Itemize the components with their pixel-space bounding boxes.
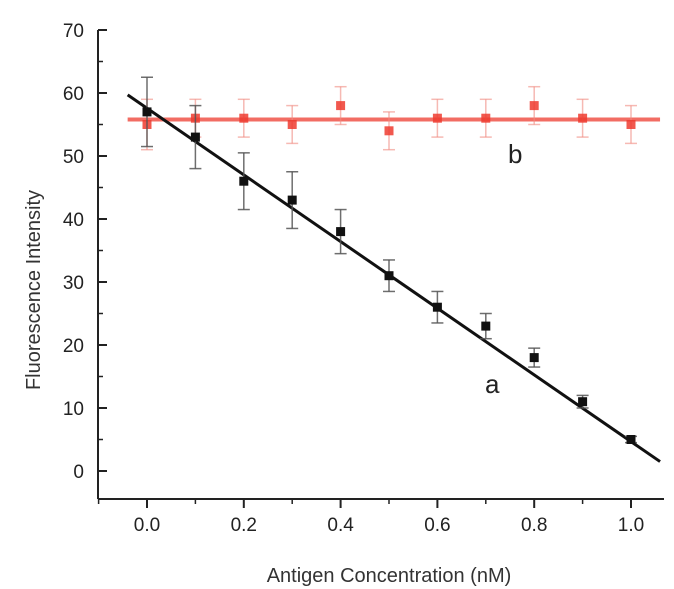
x-tick-label: 0.0 [134, 515, 160, 536]
data-point [239, 113, 249, 123]
ticks: 0 10 20 30 40 50 60 70 0.0 0.2 0.4 0.6 0.8 1.0 [63, 21, 644, 536]
x-tick-label: 0.6 [424, 515, 450, 536]
x-axis-title: Antigen Concentration (nM) [267, 565, 512, 587]
data-point [529, 353, 539, 363]
data-point [287, 120, 297, 129]
y-tick-label: 40 [63, 210, 84, 231]
y-axis-title: Fluorescence Intensity [23, 190, 45, 390]
y-tick-label: 0 [73, 462, 84, 483]
data-point [432, 113, 442, 123]
data-point [384, 271, 394, 281]
y-tick-label: 10 [63, 399, 84, 420]
x-tick-label: 1.0 [618, 515, 644, 536]
axes [97, 30, 664, 500]
data-point [626, 120, 636, 129]
data-point [481, 321, 491, 331]
data-point [578, 113, 588, 123]
data-point [384, 126, 394, 136]
y-tick-label: 60 [63, 84, 84, 105]
data-point [239, 176, 249, 186]
y-tick-label: 50 [63, 147, 84, 168]
x-tick-label: 0.4 [327, 515, 354, 536]
data-point [336, 227, 346, 237]
y-tick-label: 70 [63, 21, 84, 42]
plot-area: ab [126, 76, 661, 463]
data-point [336, 101, 346, 111]
data-point [529, 101, 539, 111]
series-a [126, 76, 661, 463]
x-tick-label: 0.8 [521, 515, 547, 536]
data-point [190, 132, 200, 142]
x-tick-label: 0.2 [231, 515, 257, 536]
y-tick-label: 20 [63, 336, 84, 357]
series-b [127, 85, 661, 151]
series-label-b: b [508, 139, 522, 169]
data-point [481, 113, 491, 123]
series-label-a: a [485, 369, 500, 399]
data-point [626, 435, 636, 444]
data-point [432, 302, 442, 312]
data-point [287, 195, 297, 205]
data-point [142, 107, 152, 117]
data-point [578, 397, 588, 407]
y-tick-label: 30 [63, 273, 84, 294]
fit-line-a [126, 93, 661, 463]
